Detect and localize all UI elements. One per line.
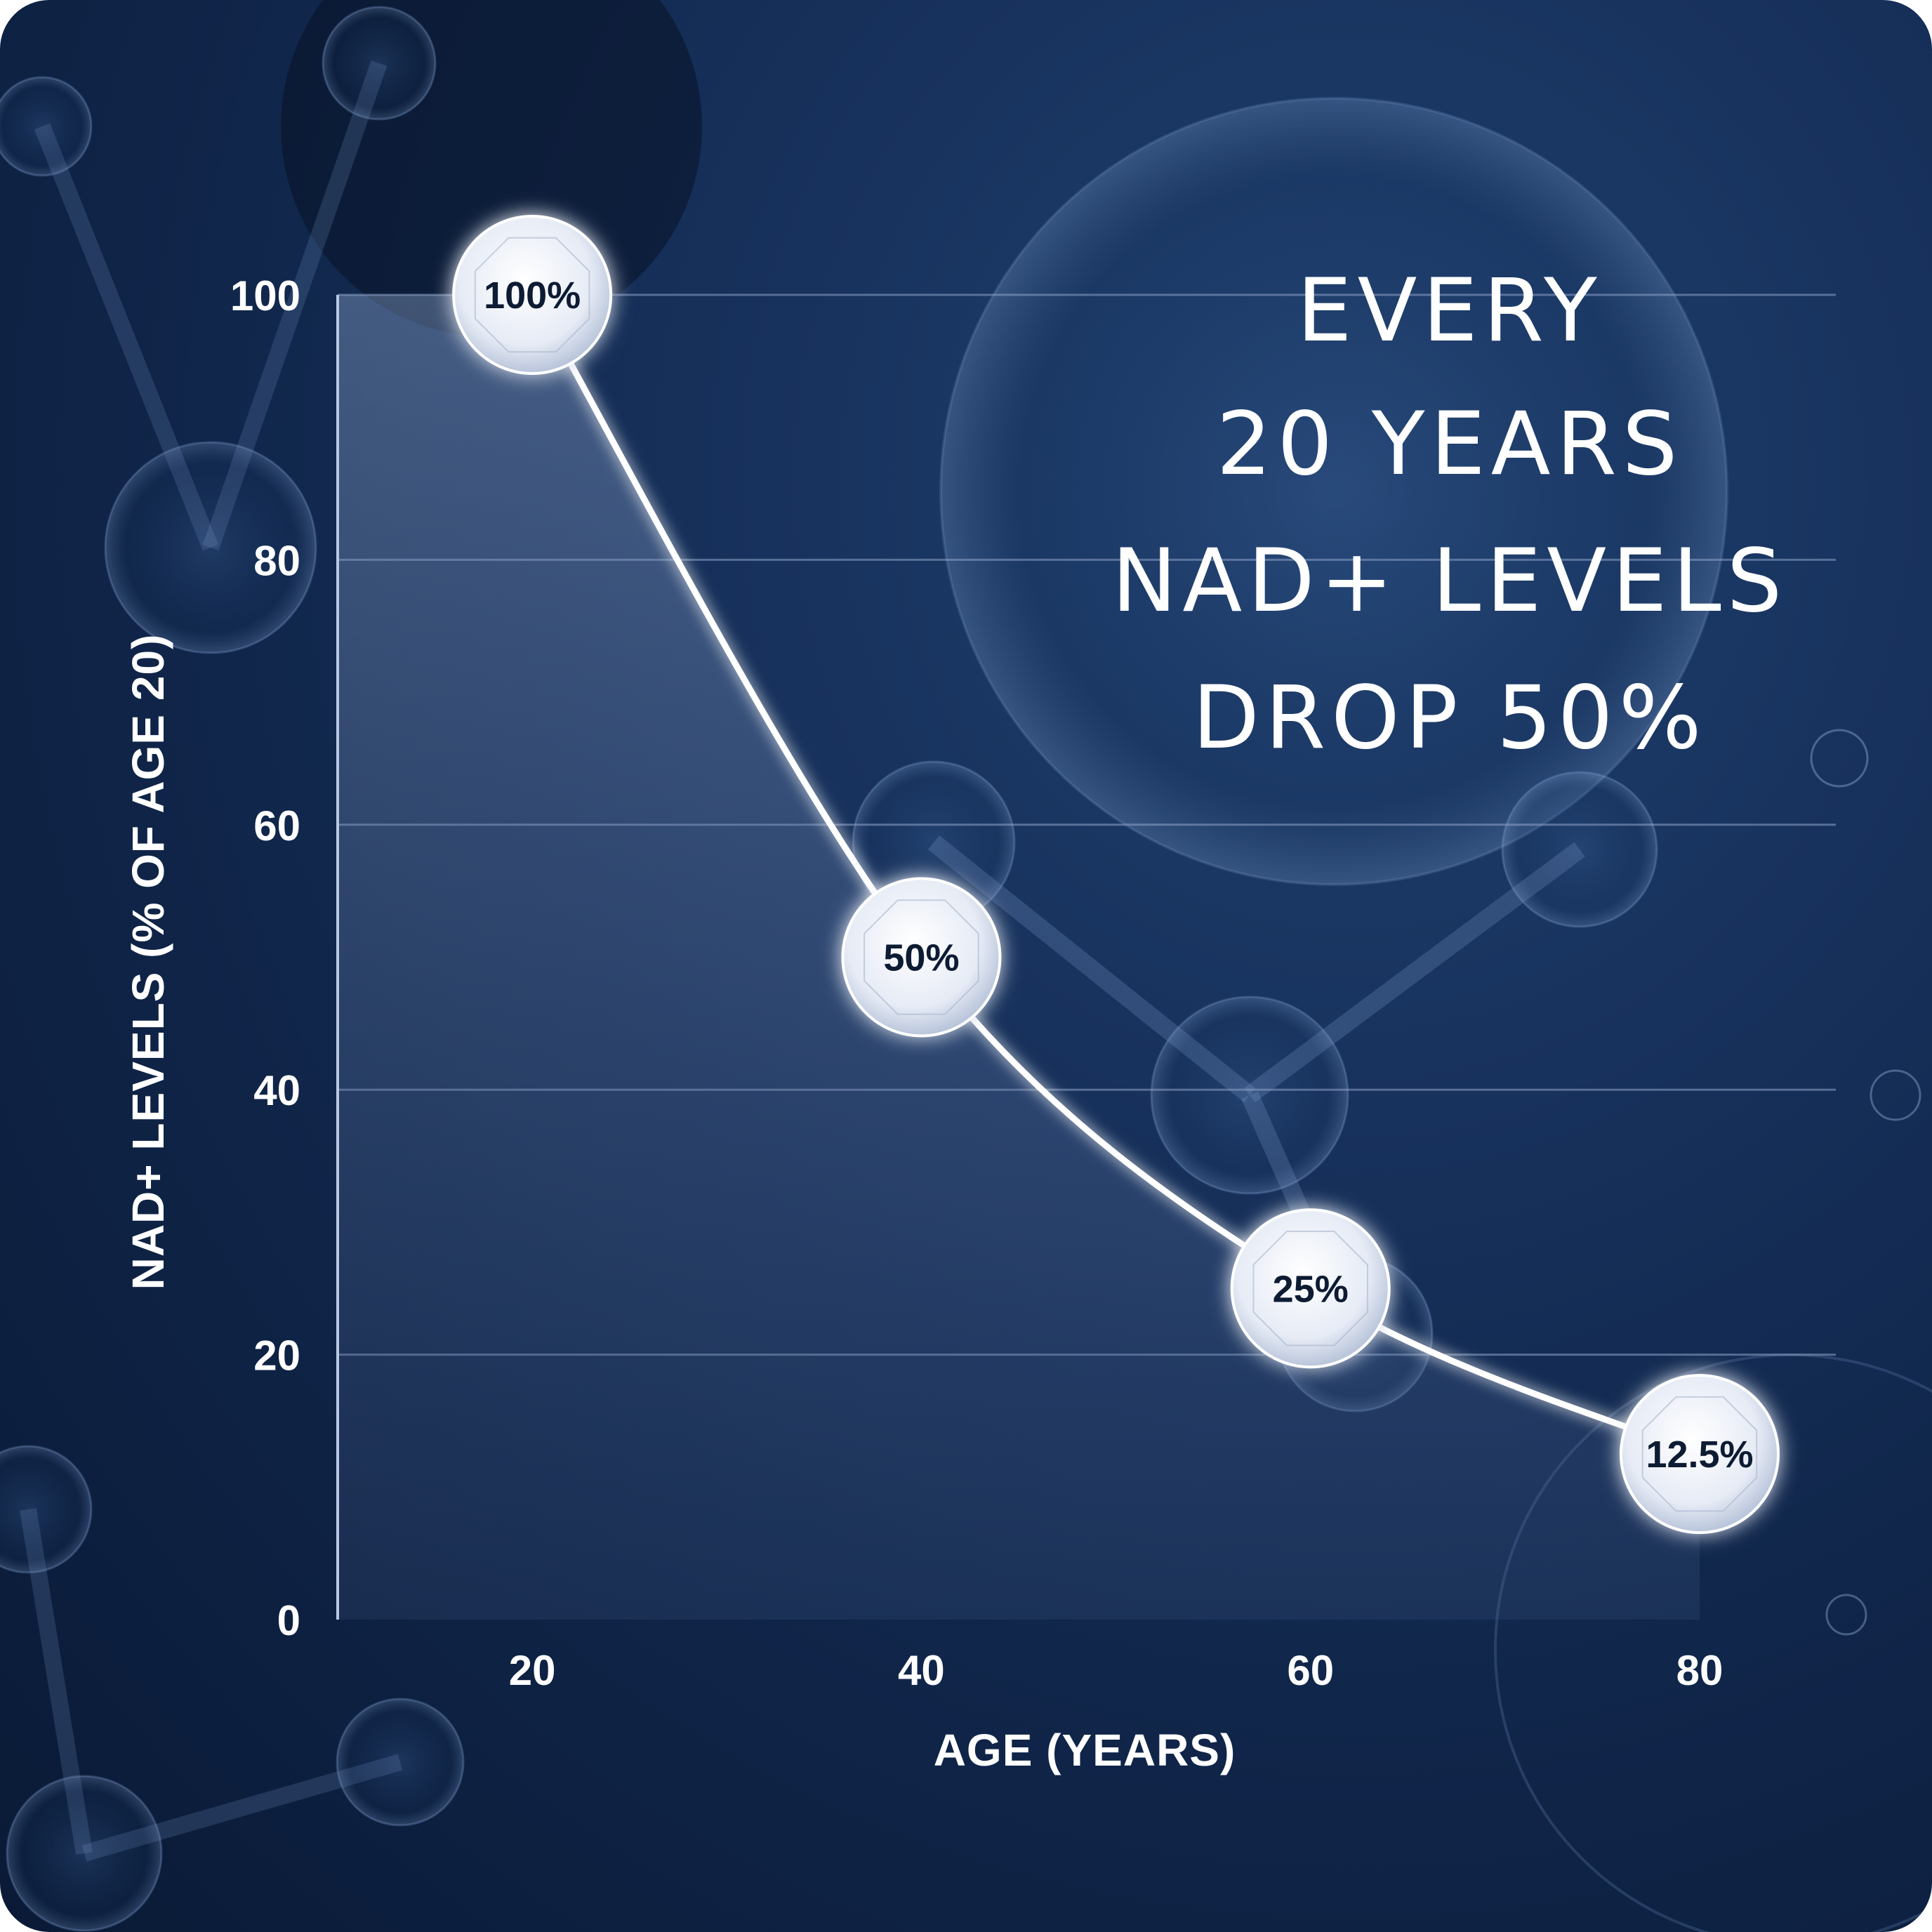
data-point-20: 100% [452,215,613,375]
data-point-60: 25% [1230,1208,1391,1369]
x-tick-label-40: 40 [898,1647,945,1694]
y-tick-labels: 0 20 40 60 80 100 [230,272,300,1644]
headline-line-3: NAD+ LEVELS [1112,531,1788,632]
point-facet [864,899,979,1015]
point-label: 25% [1273,1268,1349,1310]
series-line [529,291,1703,1457]
y-tick-label-40: 40 [253,1067,300,1114]
headline-line-4: DROP 50% [1192,668,1707,769]
x-axis-label: AGE (YEARS) [934,1725,1236,1775]
data-point-80: 12.5% [1620,1374,1780,1535]
headline: EVERY 20 YEARS NAD+ LEVELS DROP 50% [1112,260,1788,769]
y-axis-label: NAD+ LEVELS (% OF AGE 20) [123,634,173,1290]
point-facet [1252,1230,1369,1347]
point-facet [1641,1396,1758,1512]
point-marker [1230,1208,1391,1369]
y-tick-label-100: 100 [230,272,300,319]
x-tick-label-80: 80 [1676,1647,1723,1694]
point-marker [1620,1374,1780,1535]
point-marker [452,215,613,375]
headline-line-1: EVERY [1297,260,1603,362]
y-tick-label-20: 20 [253,1332,300,1379]
y-tick-label-0: 0 [277,1597,300,1644]
data-point-40: 50% [841,877,1002,1038]
area-under-curve [338,295,1700,1620]
point-label: 12.5% [1646,1434,1753,1476]
point-label: 100% [484,274,581,317]
axes [336,295,1836,1622]
y-tick-label-60: 60 [253,802,300,849]
headline-line-2: 20 YEARS [1217,394,1683,495]
data-points: 100% 50% 25% 12.5% [452,215,1780,1535]
x-tick-label-20: 20 [509,1647,556,1694]
point-marker [841,877,1002,1038]
x-tick-labels: 20 40 60 80 [509,1647,1723,1694]
point-label: 50% [883,937,959,979]
point-facet [474,237,590,353]
x-tick-label-60: 60 [1287,1647,1334,1694]
y-tick-label-80: 80 [253,537,300,584]
